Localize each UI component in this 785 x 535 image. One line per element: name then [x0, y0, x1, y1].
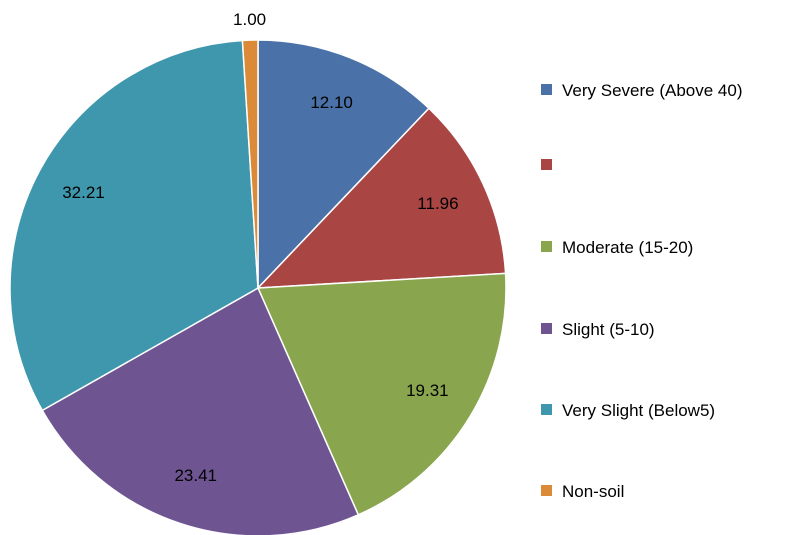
- legend-label: Non-soil: [562, 482, 625, 501]
- pie-slice: [9, 39, 259, 412]
- pie-slice: [241, 39, 259, 289]
- data-label: 23.41: [174, 466, 217, 485]
- legend-swatch: [541, 323, 552, 334]
- legend-label: Moderate (15-20): [562, 238, 694, 257]
- legend-swatch: [541, 241, 552, 252]
- pie-slice: [257, 39, 430, 290]
- legend-label: Very Slight (Below5): [562, 401, 716, 420]
- data-label: 12.10: [310, 93, 353, 112]
- legend-swatch: [541, 404, 552, 415]
- data-label: 32.21: [62, 183, 105, 202]
- data-label: 1.00: [233, 10, 266, 29]
- data-label: 11.96: [417, 194, 458, 213]
- legend-label: Very Severe (Above 40): [562, 81, 743, 100]
- legend-swatch: [541, 485, 552, 496]
- data-label: 19.31: [406, 381, 449, 400]
- legend-swatch: [541, 84, 552, 95]
- legend-swatch: [541, 159, 552, 170]
- pie-slice: [256, 272, 507, 516]
- pie-slice: [256, 107, 507, 289]
- pie-slice: [41, 286, 360, 535]
- legend-label: Slight (5-10): [562, 320, 655, 339]
